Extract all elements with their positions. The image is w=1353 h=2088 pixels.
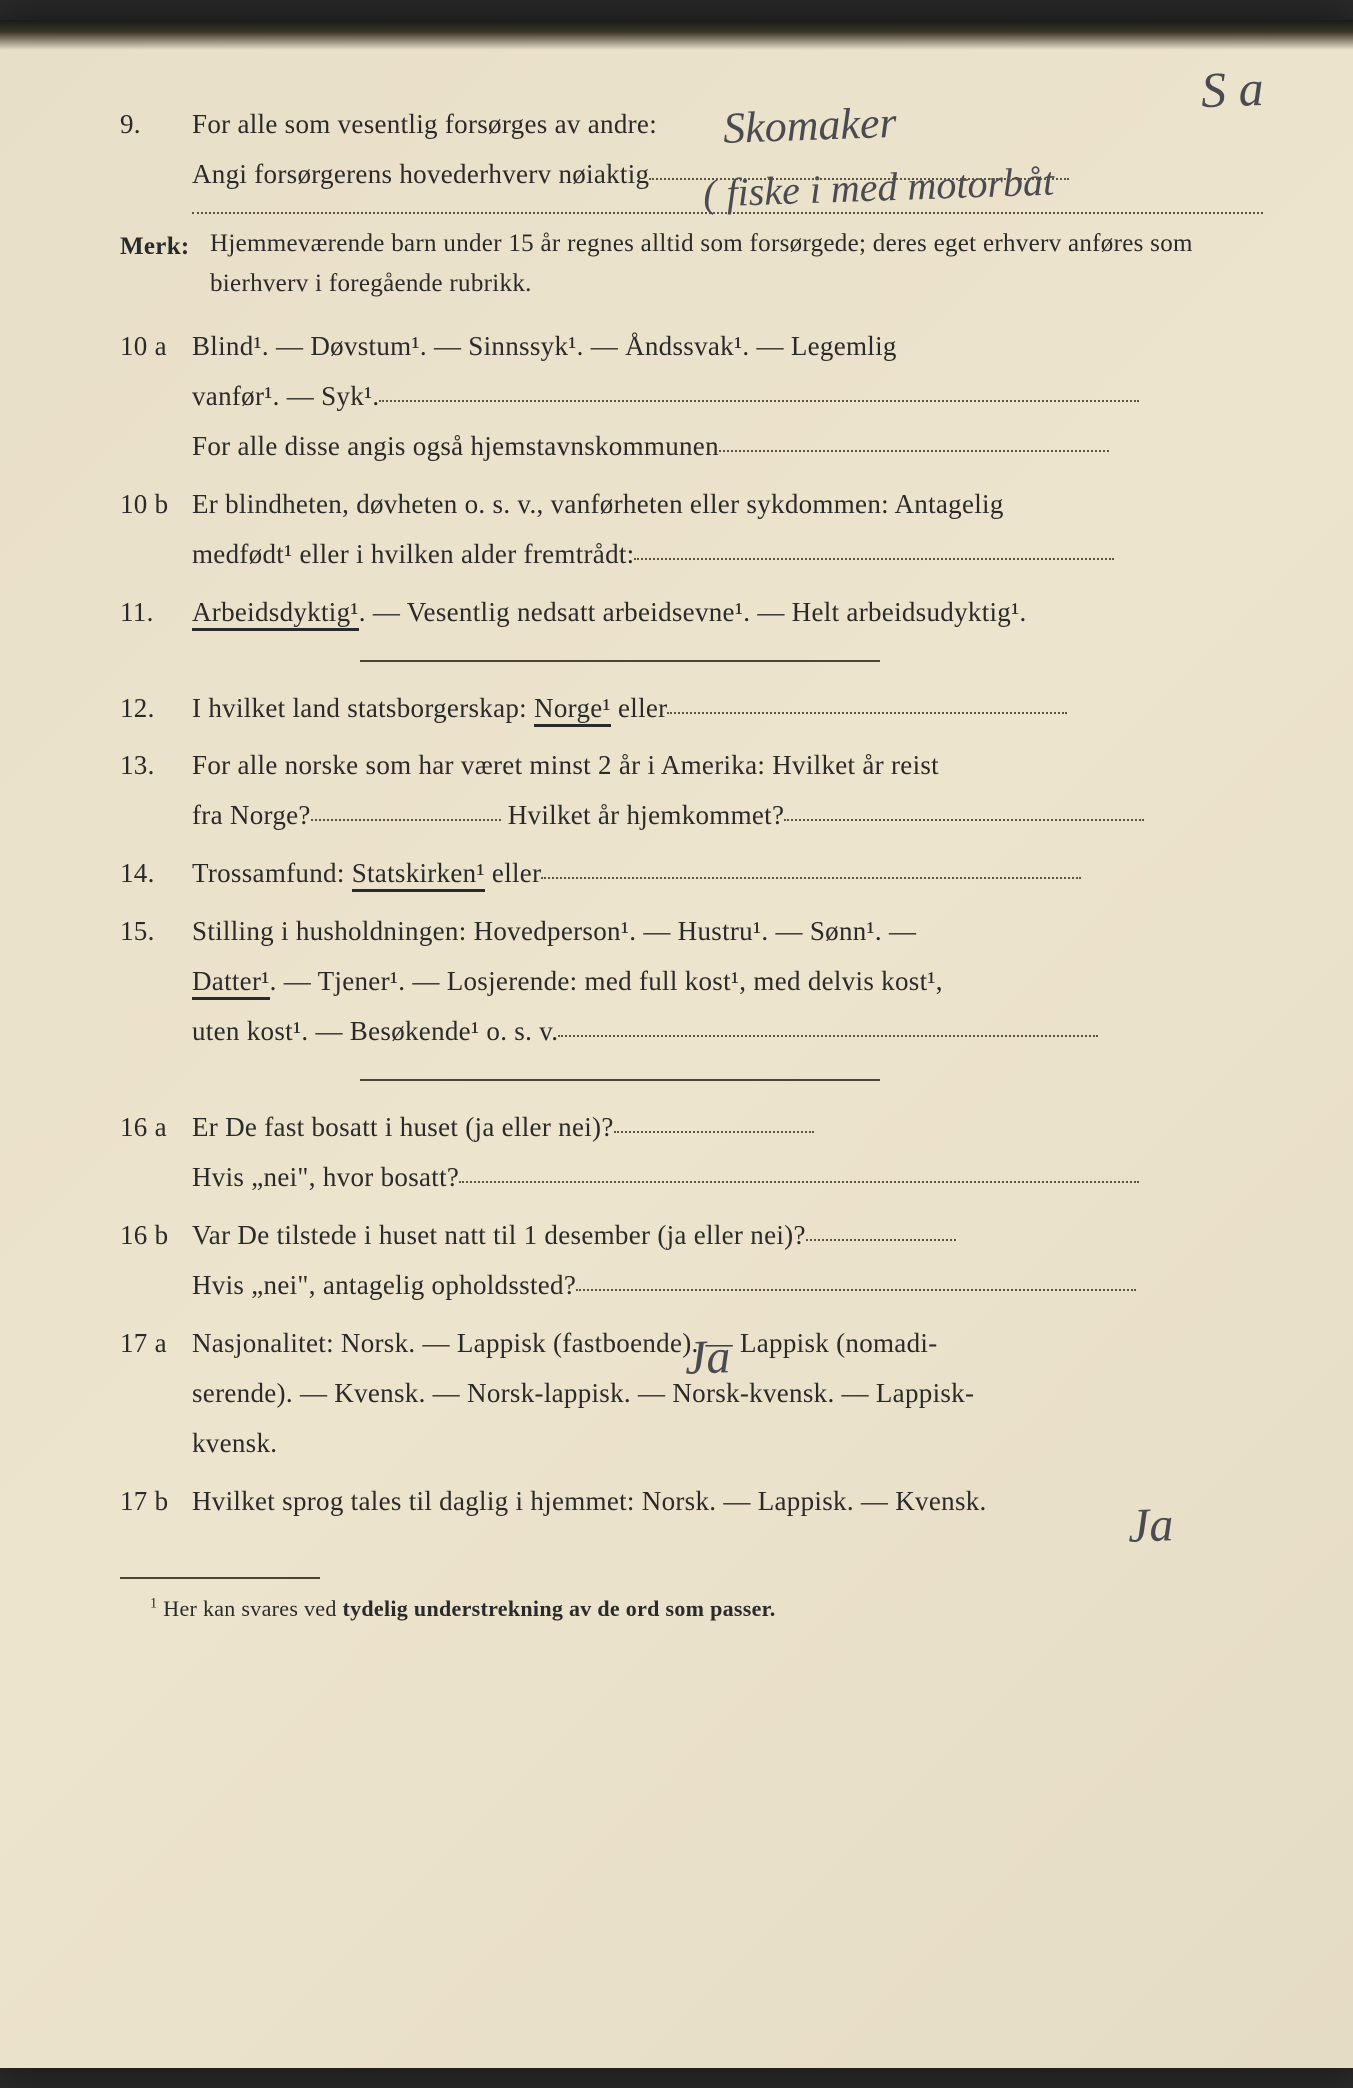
q9-number: 9. [120,100,192,150]
q13-fill-2 [784,819,1144,821]
question-13: 13. For alle norske som har været minst … [120,741,1263,841]
q15-fill-line [558,1035,1098,1037]
q13-number: 13. [120,741,192,791]
q14-number: 14. [120,849,192,899]
footnote-rule [120,1577,320,1579]
question-12: 12. I hvilket land statsborgerskap: Norg… [120,684,1263,734]
q16a-fill-2 [459,1181,1139,1183]
divider-after-11 [360,660,880,662]
handwritten-answer-16a: Ja [684,1329,731,1386]
q10a-fill-line [379,400,1139,402]
q17b-number: 17 b [120,1477,192,1527]
question-17b: 17 b Hvilket sprog tales til daglig i hj… [120,1477,1263,1527]
q11-number: 11. [120,588,192,638]
q14-underlined: Statskirken¹ [352,858,485,892]
q12-underlined: Norge¹ [534,693,611,727]
q12-fill-line [667,712,1067,714]
q16b-fill-2 [576,1289,1136,1291]
q15-line2: Datter¹. — Tjener¹. — Losjerende: med fu… [192,957,1263,1007]
q16b-line2: Hvis „nei", antagelig opholdssted? [192,1261,1263,1311]
question-10a: 10 a Blind¹. — Døvstum¹. — Sinnssyk¹. — … [120,322,1263,472]
q13-fill-1 [311,819,501,821]
q17b-text: Hvilket sprog tales til daglig i hjemmet… [192,1477,1263,1527]
merk-text: Hjemmeværende barn under 15 år regnes al… [210,224,1263,304]
q16b-number: 16 b [120,1211,192,1261]
q16a-line2: Hvis „nei", hvor bosatt? [192,1153,1263,1203]
form-content: 9. For alle som vesentlig forsørges av a… [120,100,1263,1629]
q13-line2: fra Norge? Hvilket år hjemkommet? [192,791,1263,841]
q10b-fill-line [634,558,1114,560]
q10a-line2: vanfør¹. — Syk¹. [192,372,1263,422]
merk-label: Merk: [120,224,210,304]
q16b-line1: Var De tilstede i huset natt til 1 desem… [192,1211,1263,1261]
handwritten-answer-16b: Ja [1127,1497,1174,1554]
q16b-fill-1 [806,1239,956,1241]
q14-text: Trossamfund: Statskirken¹ eller [192,849,1263,899]
q10b-line2: medfødt¹ eller i hvilken alder fremtrådt… [192,530,1263,580]
note-merk: Merk: Hjemmeværende barn under 15 år reg… [120,224,1263,304]
q14-fill-line [541,877,1081,879]
question-16a: 16 a Er De fast bosatt i huset (ja eller… [120,1103,1263,1203]
q17a-line3: kvensk. [192,1419,1263,1469]
question-15: 15. Stilling i husholdningen: Hovedperso… [120,907,1263,1057]
q10a-line3: For alle disse angis også hjemstavnskomm… [192,422,1263,472]
q16a-number: 16 a [120,1103,192,1153]
q15-line3: uten kost¹. — Besøkende¹ o. s. v. [192,1007,1263,1057]
question-10b: 10 b Er blindheten, døvheten o. s. v., v… [120,480,1263,580]
q12-number: 12. [120,684,192,734]
question-16b: 16 b Var De tilstede i huset natt til 1 … [120,1211,1263,1311]
q15-number: 15. [120,907,192,957]
q16a-fill-1 [614,1131,814,1133]
q15-line1: Stilling i husholdningen: Hovedperson¹. … [192,907,1263,957]
question-14: 14. Trossamfund: Statskirken¹ eller [120,849,1263,899]
q17a-number: 17 a [120,1319,192,1369]
q16a-line1: Er De fast bosatt i huset (ja eller nei)… [192,1103,1263,1153]
q15-underlined: Datter¹ [192,966,270,1000]
census-form-page: S a Skomaker ( fiske i med motorbåt Ja J… [0,20,1353,2068]
q11-underlined: Arbeidsdyktig¹ [192,597,359,631]
q10b-line1: Er blindheten, døvheten o. s. v., vanfør… [192,480,1263,530]
q12-text: I hvilket land statsborgerskap: Norge¹ e… [192,684,1263,734]
q10a-line1: Blind¹. — Døvstum¹. — Sinnssyk¹. — Åndss… [192,322,1263,372]
q13-line1: For alle norske som har været minst 2 år… [192,741,1263,791]
handwritten-mark-topright: S a [1200,59,1264,119]
footnote: 1 Her kan svares ved tydelig understrekn… [120,1589,1263,1630]
q9-fill-line [649,178,1069,180]
divider-after-15 [360,1079,880,1081]
q10a-number: 10 a [120,322,192,372]
scan-edge-shadow [0,20,1353,50]
q10b-number: 10 b [120,480,192,530]
q10a-fill-line-2 [719,450,1109,452]
q11-text: Arbeidsdyktig¹. — Vesentlig nedsatt arbe… [192,588,1263,638]
footnote-marker: 1 [150,1595,157,1611]
footnote-text: Her kan svares ved tydelig understreknin… [163,1596,775,1621]
question-11: 11. Arbeidsdyktig¹. — Vesentlig nedsatt … [120,588,1263,638]
